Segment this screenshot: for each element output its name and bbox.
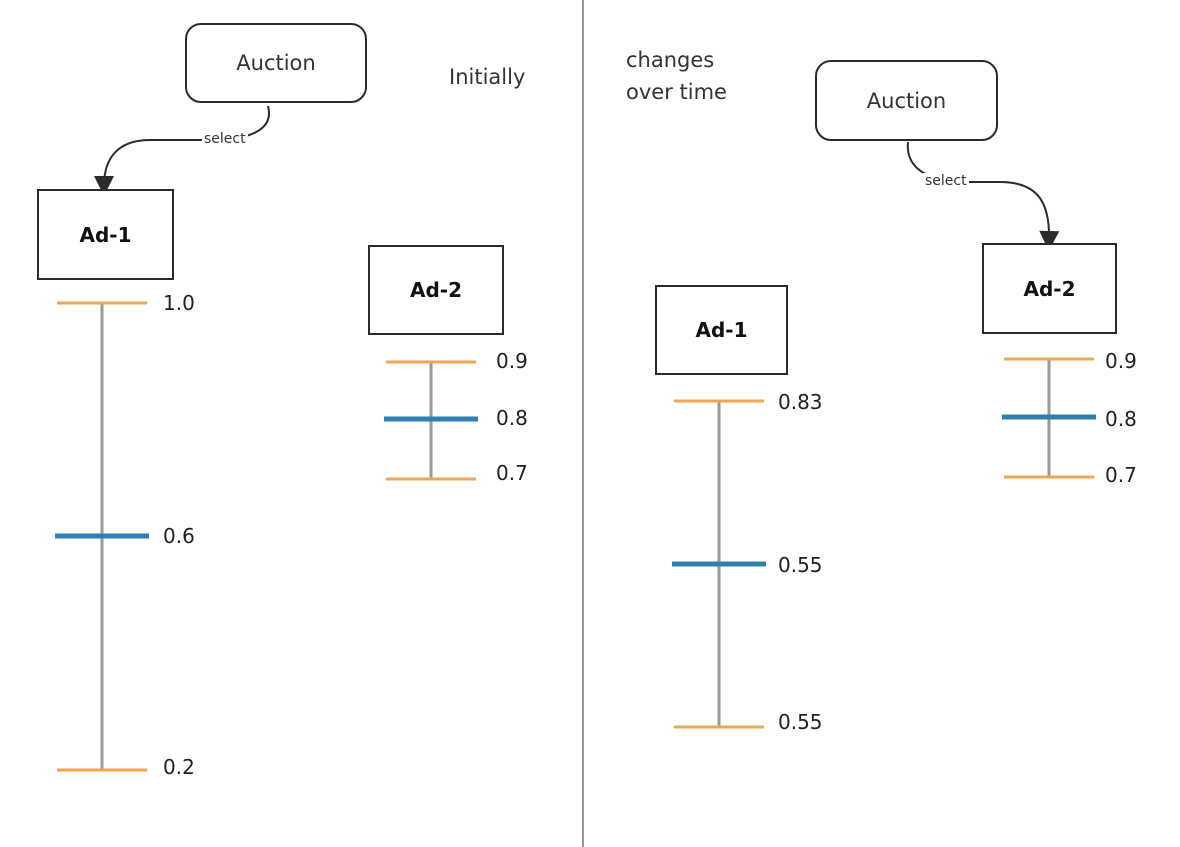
right-auction-label: Auction	[866, 88, 947, 113]
right-ad2-mean-value: 0.8	[1105, 407, 1137, 431]
right-select-arrow	[906, 141, 1060, 251]
right-ad2-upper-value: 0.9	[1105, 349, 1137, 373]
left-ad1-lower-value: 0.2	[163, 755, 195, 779]
left-ad2-lower-value: 0.7	[496, 461, 528, 485]
left-ad2-mean-value: 0.8	[496, 406, 528, 430]
left-select-label: select	[202, 131, 248, 147]
right-ad2-lower-value: 0.7	[1105, 463, 1137, 487]
right-ad1-name: Ad-1	[695, 318, 748, 342]
right-ad1-upper-value: 0.83	[778, 390, 823, 414]
left-auction-node: Auction	[185, 23, 367, 103]
right-ad1-mean-value: 0.55	[778, 553, 823, 577]
left-auction-label: Auction	[236, 51, 316, 75]
right-select-label: select	[923, 173, 969, 189]
left-ad1-mean-value: 0.6	[163, 524, 195, 548]
left-ad1-upper-value: 1.0	[163, 291, 195, 315]
right-auction-node: Auction	[815, 60, 998, 141]
right-ad1-lower-value: 0.55	[778, 710, 823, 734]
left-ad2-box: Ad-2	[368, 245, 504, 335]
panel-divider	[582, 0, 584, 847]
right-ad2-name: Ad-2	[1023, 276, 1076, 301]
left-select-arrow	[94, 105, 271, 196]
left-ad2-name: Ad-2	[409, 278, 462, 302]
right-panel-label-line1: changes	[626, 48, 715, 72]
left-panel-label: Initially	[449, 65, 526, 89]
right-ad2-box: Ad-2	[982, 243, 1117, 334]
right-ad1-box: Ad-1	[655, 285, 788, 375]
left-ad1-box: Ad-1	[37, 189, 174, 280]
left-ad2-upper-value: 0.9	[496, 349, 528, 373]
right-panel-label: changes over time	[626, 44, 727, 108]
left-ad1-name: Ad-1	[79, 222, 132, 247]
right-panel-label-line2: over time	[626, 80, 727, 104]
